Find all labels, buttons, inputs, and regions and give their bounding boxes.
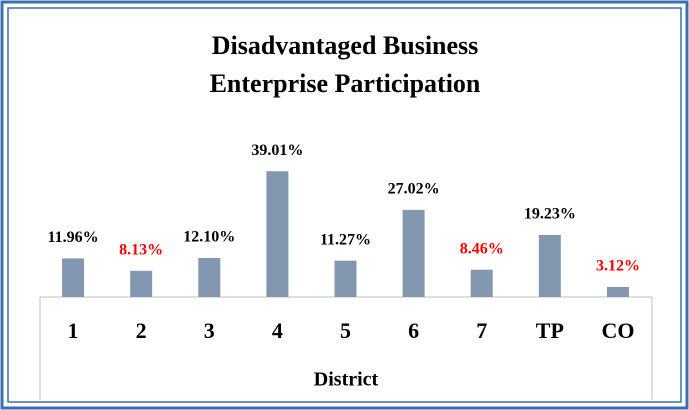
- bar: [62, 258, 85, 297]
- inner-frame: [7, 7, 682, 403]
- bar: [130, 270, 153, 297]
- bar: [266, 171, 289, 297]
- data-label: 11.96%: [47, 229, 98, 246]
- bar: [606, 286, 629, 297]
- x-tick-label: 6: [408, 318, 419, 343]
- bar: [334, 260, 357, 297]
- data-label: 27.02%: [388, 181, 440, 198]
- data-label: 8.13%: [119, 241, 163, 258]
- bar: [402, 209, 425, 297]
- data-label: 8.46%: [460, 240, 504, 257]
- data-label: 12.10%: [183, 229, 235, 246]
- x-tick-label: 5: [340, 318, 351, 343]
- data-label: 11.27%: [320, 231, 371, 248]
- x-tick-label: 3: [204, 318, 215, 343]
- data-label: 39.01%: [251, 142, 303, 159]
- chart-title: Enterprise Participation: [210, 69, 481, 98]
- x-tick-label: 7: [476, 318, 487, 343]
- bar: [470, 269, 493, 297]
- bar: [198, 257, 221, 297]
- x-axis-label: District: [314, 369, 379, 391]
- data-label: 3.12%: [596, 258, 640, 275]
- x-tick-label: 2: [136, 318, 147, 343]
- x-tick-label: 1: [68, 318, 79, 343]
- data-label: 19.23%: [524, 206, 576, 223]
- chart-title: Disadvantaged Business: [212, 31, 479, 60]
- x-tick-label: TP: [536, 318, 564, 343]
- x-tick-label: CO: [601, 318, 634, 343]
- bar: [538, 234, 561, 297]
- x-tick-label: 4: [272, 318, 283, 343]
